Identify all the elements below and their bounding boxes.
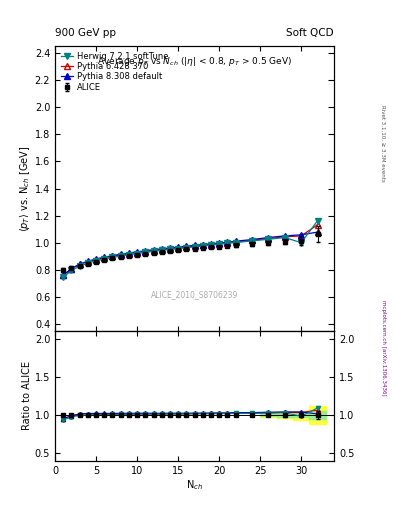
Pythia 8.308 default bbox=[118, 251, 123, 258]
Pythia 6.428 370 bbox=[233, 239, 238, 245]
Herwig 7.2.1 softTune bbox=[283, 234, 287, 241]
Legend: Herwig 7.2.1 softTune, Pythia 6.428 370, Pythia 8.308 default, ALICE: Herwig 7.2.1 softTune, Pythia 6.428 370,… bbox=[59, 50, 170, 93]
Herwig 7.2.1 softTune bbox=[225, 240, 230, 246]
Pythia 6.428 370 bbox=[315, 222, 320, 228]
Pythia 8.308 default bbox=[217, 240, 222, 246]
Pythia 8.308 default bbox=[151, 247, 156, 253]
Herwig 7.2.1 softTune bbox=[102, 256, 107, 262]
Herwig 7.2.1 softTune bbox=[77, 263, 82, 269]
Pythia 8.308 default bbox=[209, 241, 213, 247]
Pythia 8.308 default bbox=[110, 252, 115, 259]
Herwig 7.2.1 softTune bbox=[315, 218, 320, 224]
Pythia 8.308 default bbox=[102, 254, 107, 260]
Herwig 7.2.1 softTune bbox=[266, 236, 271, 242]
Pythia 6.428 370 bbox=[118, 252, 123, 258]
Pythia 6.428 370 bbox=[135, 250, 140, 256]
X-axis label: N$_{ch}$: N$_{ch}$ bbox=[186, 478, 203, 492]
Pythia 8.308 default bbox=[315, 229, 320, 235]
Pythia 6.428 370 bbox=[266, 236, 271, 242]
Herwig 7.2.1 softTune bbox=[217, 241, 222, 247]
Pythia 8.308 default bbox=[77, 261, 82, 267]
Pythia 8.308 default bbox=[250, 237, 254, 243]
Text: ALICE_2010_S8706239: ALICE_2010_S8706239 bbox=[151, 290, 238, 298]
Herwig 7.2.1 softTune bbox=[299, 240, 303, 246]
Pythia 8.308 default bbox=[135, 249, 140, 255]
Pythia 6.428 370 bbox=[225, 240, 230, 246]
Text: Average $p_T$ vs $N_{ch}$ ($|\eta|$ < 0.8, $p_T$ > 0.5 GeV): Average $p_T$ vs $N_{ch}$ ($|\eta|$ < 0.… bbox=[97, 55, 292, 68]
Herwig 7.2.1 softTune bbox=[151, 248, 156, 254]
Pythia 8.308 default bbox=[266, 234, 271, 241]
Pythia 6.428 370 bbox=[94, 257, 98, 263]
Pythia 8.308 default bbox=[61, 272, 66, 279]
Herwig 7.2.1 softTune bbox=[135, 250, 140, 257]
Pythia 6.428 370 bbox=[184, 244, 189, 250]
Pythia 6.428 370 bbox=[159, 247, 164, 253]
Pythia 6.428 370 bbox=[110, 253, 115, 260]
Pythia 6.428 370 bbox=[283, 234, 287, 240]
Pythia 6.428 370 bbox=[217, 241, 222, 247]
Pythia 6.428 370 bbox=[151, 248, 156, 254]
Pythia 6.428 370 bbox=[69, 266, 74, 272]
Herwig 7.2.1 softTune bbox=[86, 260, 90, 266]
Pythia 8.308 default bbox=[167, 245, 172, 251]
Pythia 6.428 370 bbox=[192, 243, 197, 249]
Herwig 7.2.1 softTune bbox=[192, 244, 197, 250]
Text: mcplots.cern.ch [arXiv:1306.3436]: mcplots.cern.ch [arXiv:1306.3436] bbox=[381, 301, 386, 396]
Line: Herwig 7.2.1 softTune: Herwig 7.2.1 softTune bbox=[61, 218, 320, 280]
Pythia 6.428 370 bbox=[209, 242, 213, 248]
Pythia 6.428 370 bbox=[176, 245, 180, 251]
Pythia 6.428 370 bbox=[86, 259, 90, 265]
Pythia 8.308 default bbox=[127, 250, 131, 256]
Pythia 8.308 default bbox=[176, 244, 180, 250]
Pythia 8.308 default bbox=[143, 248, 148, 254]
Pythia 6.428 370 bbox=[102, 255, 107, 261]
Pythia 8.308 default bbox=[192, 242, 197, 248]
Pythia 8.308 default bbox=[69, 266, 74, 272]
Text: 900 GeV pp: 900 GeV pp bbox=[55, 28, 116, 38]
Pythia 6.428 370 bbox=[61, 272, 66, 279]
Herwig 7.2.1 softTune bbox=[200, 243, 205, 249]
Herwig 7.2.1 softTune bbox=[61, 274, 66, 280]
Herwig 7.2.1 softTune bbox=[143, 249, 148, 255]
Herwig 7.2.1 softTune bbox=[110, 254, 115, 261]
Herwig 7.2.1 softTune bbox=[127, 252, 131, 258]
Herwig 7.2.1 softTune bbox=[167, 246, 172, 252]
Herwig 7.2.1 softTune bbox=[94, 258, 98, 264]
Pythia 6.428 370 bbox=[77, 261, 82, 267]
Pythia 8.308 default bbox=[283, 233, 287, 239]
Pythia 6.428 370 bbox=[250, 237, 254, 243]
Pythia 8.308 default bbox=[299, 232, 303, 238]
Line: Pythia 8.308 default: Pythia 8.308 default bbox=[61, 229, 320, 278]
Herwig 7.2.1 softTune bbox=[118, 253, 123, 259]
Pythia 8.308 default bbox=[184, 243, 189, 249]
Herwig 7.2.1 softTune bbox=[176, 246, 180, 252]
Pythia 8.308 default bbox=[225, 239, 230, 245]
Text: Soft QCD: Soft QCD bbox=[286, 28, 334, 38]
Pythia 8.308 default bbox=[159, 246, 164, 252]
Pythia 8.308 default bbox=[94, 256, 98, 262]
Pythia 6.428 370 bbox=[127, 251, 131, 257]
Pythia 8.308 default bbox=[233, 238, 238, 244]
Pythia 6.428 370 bbox=[143, 248, 148, 254]
Herwig 7.2.1 softTune bbox=[233, 240, 238, 246]
Herwig 7.2.1 softTune bbox=[184, 245, 189, 251]
Herwig 7.2.1 softTune bbox=[159, 247, 164, 253]
Y-axis label: Ratio to ALICE: Ratio to ALICE bbox=[22, 361, 32, 431]
Pythia 6.428 370 bbox=[299, 233, 303, 239]
Herwig 7.2.1 softTune bbox=[69, 267, 74, 273]
Line: Pythia 6.428 370: Pythia 6.428 370 bbox=[61, 222, 320, 278]
Pythia 6.428 370 bbox=[200, 242, 205, 248]
Pythia 8.308 default bbox=[200, 242, 205, 248]
Y-axis label: $\langle p_T \rangle$ vs. N$_{ch}$ [GeV]: $\langle p_T \rangle$ vs. N$_{ch}$ [GeV] bbox=[18, 145, 32, 232]
Pythia 8.308 default bbox=[86, 258, 90, 264]
Pythia 6.428 370 bbox=[167, 246, 172, 252]
Herwig 7.2.1 softTune bbox=[250, 238, 254, 244]
Herwig 7.2.1 softTune bbox=[209, 242, 213, 248]
Text: Rivet 3.1.10, ≥ 3.3M events: Rivet 3.1.10, ≥ 3.3M events bbox=[381, 105, 386, 182]
